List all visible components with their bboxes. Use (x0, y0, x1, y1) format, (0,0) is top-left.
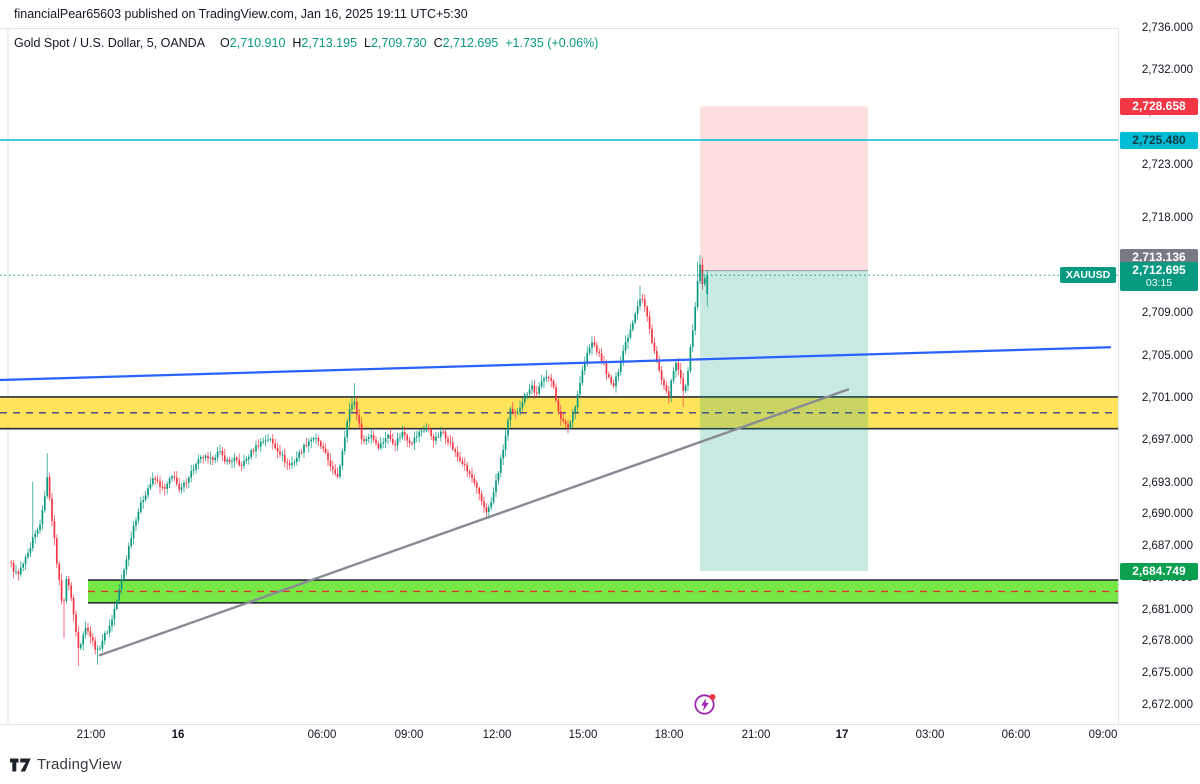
target-price-badge: 2,684.749 (1120, 563, 1198, 580)
time-axis-label: 16 (171, 729, 185, 741)
current-price-badge: 2,712.695 03:15 (1120, 262, 1198, 292)
candlestick-chart[interactable] (0, 28, 1118, 724)
time-axis-label: 21:00 (76, 729, 106, 741)
high-label: H (292, 36, 302, 50)
chart-pane[interactable]: Gold Spot / U.S. Dollar, 5, OANDA O2,710.… (0, 28, 1118, 724)
bar-countdown: 03:15 (1145, 277, 1173, 290)
time-axis-label: 21:00 (741, 729, 771, 741)
pane-top-divider (0, 28, 1200, 29)
price-axis-label: 2,732.000 (1141, 64, 1193, 76)
time-axis-label: 06:00 (1001, 729, 1031, 741)
time-axis-label: 09:00 (1088, 729, 1118, 741)
price-axis-label: 2,693.000 (1141, 476, 1193, 489)
price-axis-label: 2,723.000 (1141, 159, 1193, 172)
current-price-value: 2,712.695 (1132, 263, 1186, 278)
symbol-ohlc-row: Gold Spot / U.S. Dollar, 5, OANDA O2,710.… (14, 36, 598, 50)
time-axis-label: 03:00 (915, 729, 945, 741)
price-axis-label: 2,681.000 (1141, 603, 1193, 616)
time-axis-label: 09:00 (394, 729, 424, 741)
tradingview-logo-text: TradingView (37, 756, 122, 773)
price-axis-label: 2,678.000 (1141, 635, 1193, 648)
symbol-price-label: XAUUSD (1060, 267, 1116, 284)
price-axis-label: 2,675.000 (1141, 667, 1193, 680)
stop-price-badge: 2,728.658 (1120, 98, 1198, 115)
time-axis-label: 12:00 (482, 729, 512, 741)
change-value: +1.735 (+0.06%) (505, 36, 599, 50)
low-label: L (364, 36, 371, 50)
price-axis-label: 2,690.000 (1141, 508, 1193, 521)
high-value: 2,713.195 (301, 36, 358, 50)
price-axis-label: 2,709.000 (1141, 307, 1193, 320)
price-axis-label: 2,701.000 (1141, 392, 1193, 405)
price-axis-label: 2,697.000 (1141, 434, 1193, 447)
price-axis[interactable]: 2,736.0002,732.0002,728.0002,723.0002,71… (1118, 22, 1200, 724)
flash-icon[interactable] (692, 691, 718, 717)
close-value: 2,712.695 (442, 36, 499, 50)
cyan-level-badge: 2,725.480 (1120, 132, 1198, 149)
time-axis-label: 15:00 (568, 729, 598, 741)
time-axis[interactable]: 21:00 16 06:00 09:00 12:00 15:00 18:00 21:00 17 0… (0, 724, 1200, 748)
close-label: C (433, 36, 443, 50)
price-axis-label: 2,736.000 (1141, 21, 1193, 34)
time-axis-label: 17 (835, 729, 849, 741)
open-value: 2,710.910 (229, 36, 286, 50)
low-value: 2,709.730 (370, 36, 427, 50)
time-axis-label: 06:00 (307, 729, 337, 741)
tradingview-logo[interactable]: TradingView (10, 756, 122, 773)
symbol-title[interactable]: Gold Spot / U.S. Dollar, 5, OANDA (14, 36, 206, 50)
open-label: O (220, 36, 230, 50)
price-axis-label: 2,687.000 (1141, 540, 1193, 553)
tradingview-logo-mark (10, 758, 31, 771)
bottom-bar: TradingView (0, 746, 1200, 784)
time-axis-label: 18:00 (654, 729, 684, 741)
entry-price-badge: 2,713.136 (1120, 249, 1198, 266)
publish-bar: financialPear65603 published on TradingV… (14, 7, 468, 21)
price-axis-label: 2,718.000 (1141, 212, 1193, 225)
price-axis-label: 2,705.000 (1141, 349, 1193, 362)
price-axis-label: 2,672.000 (1141, 698, 1193, 711)
